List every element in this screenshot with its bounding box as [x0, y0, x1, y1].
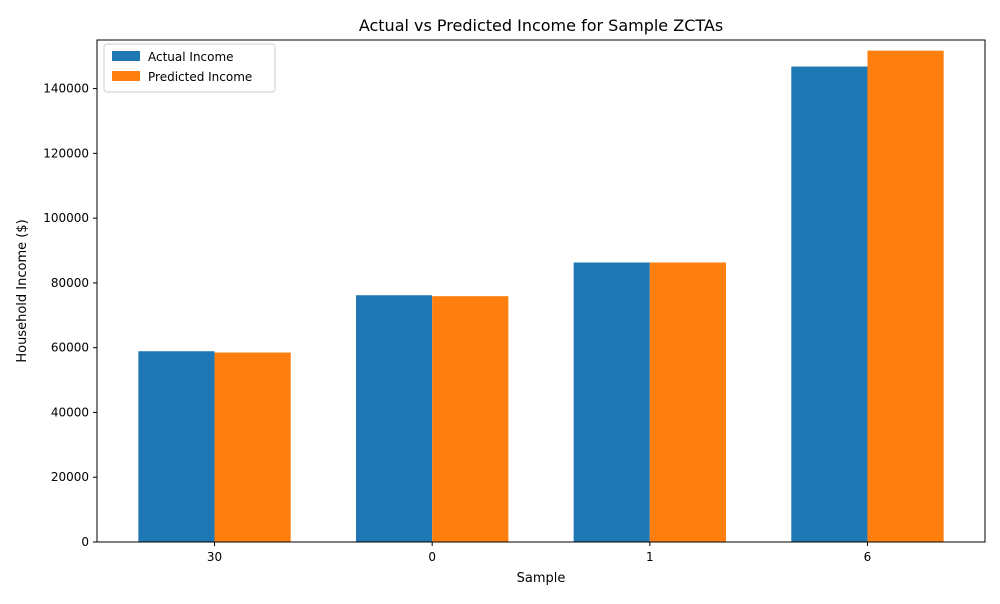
bar-actual-1: [573, 262, 650, 542]
bar-predicted-0: [432, 296, 509, 542]
bars-group: [138, 50, 944, 542]
legend-box: [103, 43, 276, 93]
x-tick-label: 30: [207, 550, 222, 564]
x-axis-label: Sample: [517, 571, 566, 586]
y-tick-label: 100000: [43, 211, 89, 225]
legend-swatch-predicted: [112, 71, 140, 81]
y-tick-label: 40000: [51, 405, 89, 419]
legend: Actual Income Predicted Income: [103, 43, 276, 93]
y-tick-label: 20000: [51, 470, 89, 484]
chart-title: Actual vs Predicted Income for Sample ZC…: [359, 16, 723, 35]
y-tick-label: 120000: [43, 146, 89, 160]
legend-label-predicted: Predicted Income: [148, 70, 252, 84]
x-tick-label: 1: [646, 550, 654, 564]
y-tick-label: 60000: [51, 341, 89, 355]
y-axis-label: Household Income ($): [15, 219, 30, 362]
x-axis: 30 0 1 6: [207, 542, 871, 564]
legend-swatch-actual: [112, 51, 140, 61]
x-tick-label: 0: [428, 550, 436, 564]
y-axis: 0 20000 40000 60000 80000 100000 120000 140000: [43, 82, 97, 549]
x-tick-label: 6: [864, 550, 872, 564]
y-tick-label: 0: [81, 535, 89, 549]
bar-predicted-30: [214, 352, 291, 542]
bar-actual-6: [791, 66, 868, 542]
bar-predicted-6: [867, 50, 944, 542]
y-tick-label: 80000: [51, 276, 89, 290]
y-tick-label: 140000: [43, 82, 89, 96]
bar-predicted-1: [649, 262, 726, 542]
bar-actual-30: [138, 351, 215, 542]
legend-label-actual: Actual Income: [148, 50, 234, 64]
plot-frame: [96, 39, 986, 543]
bar-actual-0: [356, 295, 433, 542]
